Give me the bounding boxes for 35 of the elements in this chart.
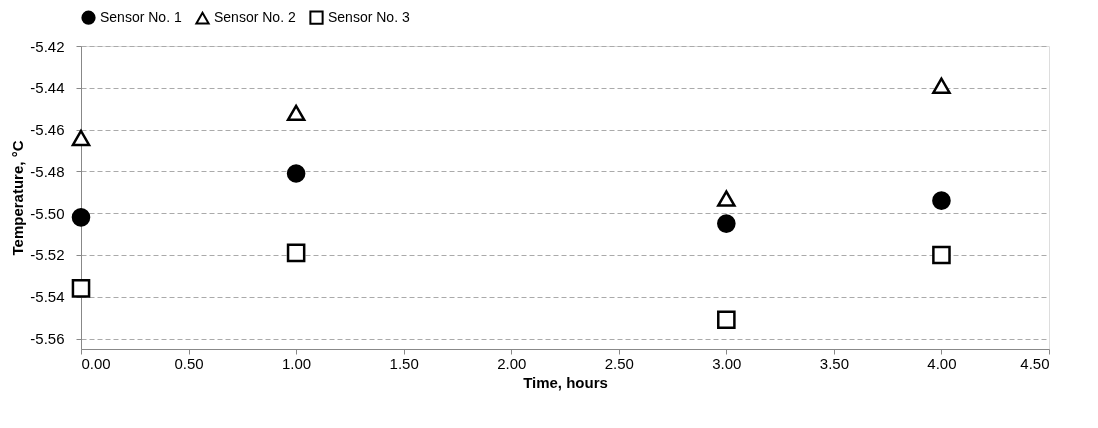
point — [71, 129, 91, 147]
point — [286, 164, 306, 183]
y-tick-label: -5.56 — [30, 330, 65, 348]
point — [286, 243, 306, 263]
x-tick-label: 4.00 — [927, 354, 957, 372]
x-axis-title: Time, hours — [523, 373, 608, 391]
point — [932, 77, 951, 94]
point — [286, 104, 306, 122]
x-tick-label: 0.00 — [81, 354, 111, 372]
y-tick-label: -5.46 — [30, 121, 65, 139]
y-tick-label: -5.48 — [30, 162, 65, 180]
point — [717, 310, 736, 330]
x-tick-label: 2.50 — [604, 354, 634, 372]
point — [71, 279, 91, 298]
y-tick-label: -5.54 — [30, 288, 65, 306]
y-tick-label: -5.42 — [30, 37, 65, 55]
x-tick-label: 4.50 — [1020, 354, 1050, 372]
legend-label: Sensor No. 3 — [328, 8, 410, 25]
point — [932, 245, 951, 265]
y-tick-label: -5.52 — [30, 246, 65, 264]
x-tick-label: 1.00 — [282, 354, 312, 372]
x-tick-label: 2.00 — [497, 354, 527, 372]
x-tick-label: 3.00 — [712, 354, 742, 372]
point — [717, 190, 736, 207]
x-tick-label: 1.50 — [389, 354, 419, 372]
point — [717, 214, 736, 233]
x-tick-label: 3.50 — [819, 354, 849, 372]
legend-label: Sensor No. 2 — [214, 9, 296, 26]
point — [932, 191, 951, 210]
legend-label: Sensor No. 1 — [100, 8, 182, 25]
y-tick-label: -5.50 — [30, 204, 65, 222]
y-axis-title: Temperature, °C — [9, 140, 27, 256]
y-tick-label: -5.44 — [30, 79, 65, 97]
x-tick-label: 0.50 — [174, 354, 204, 372]
point — [71, 208, 91, 227]
